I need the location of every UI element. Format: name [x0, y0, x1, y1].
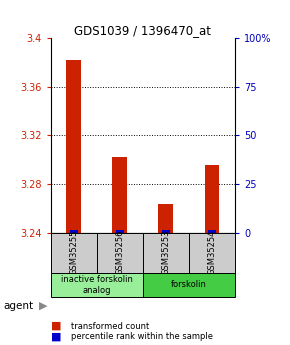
Bar [158, 204, 173, 233]
Text: percentile rank within the sample: percentile rank within the sample [71, 332, 213, 341]
Text: ■: ■ [51, 321, 61, 331]
Bar [66, 60, 81, 233]
Bar [70, 230, 78, 233]
Bar [51, 233, 97, 273]
Bar [51, 273, 143, 297]
Bar [97, 233, 143, 273]
Bar [116, 230, 124, 233]
Text: ■: ■ [51, 332, 61, 341]
Text: GSM35256: GSM35256 [115, 230, 124, 275]
Text: forskolin: forskolin [171, 280, 207, 289]
Text: ▶: ▶ [39, 301, 48, 311]
Text: GSM35253: GSM35253 [161, 230, 170, 275]
Text: GSM35254: GSM35254 [207, 230, 216, 275]
Text: agent: agent [3, 301, 33, 311]
Bar [204, 165, 219, 233]
Bar [143, 273, 235, 297]
Title: GDS1039 / 1396470_at: GDS1039 / 1396470_at [74, 24, 211, 37]
Bar [143, 233, 189, 273]
Text: GSM35255: GSM35255 [69, 230, 78, 275]
Text: inactive forskolin
analog: inactive forskolin analog [61, 275, 133, 295]
Bar [189, 233, 235, 273]
Text: transformed count: transformed count [71, 322, 149, 331]
Bar [113, 157, 127, 233]
Bar [162, 230, 170, 233]
Bar [208, 230, 216, 233]
